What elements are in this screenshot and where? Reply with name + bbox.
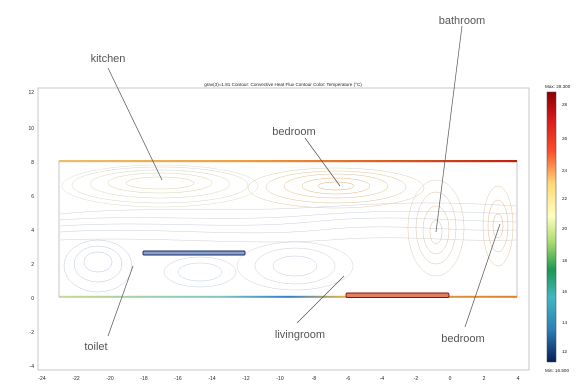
bathroom-leader — [435, 25, 463, 233]
bedroom-vortex — [317, 181, 355, 191]
label-livingroom: livingroom — [275, 329, 325, 341]
toilet-vortex — [73, 245, 123, 283]
x-tick: -24 — [38, 376, 45, 382]
plot-title: grav(3)=1.81 Contour: Convective Heat Fl… — [204, 82, 362, 87]
y-tick: -2 — [30, 330, 35, 336]
partition-lower — [345, 292, 450, 298]
x-tick: -16 — [174, 376, 181, 382]
x-tick: -18 — [140, 376, 147, 382]
bedroom-right-leader — [464, 223, 501, 328]
colorbar-tick: 28 — [562, 102, 568, 107]
bathroom-vortex — [422, 205, 450, 255]
x-tick: 0 — [449, 376, 452, 382]
bedroom-vortex — [301, 177, 371, 195]
colorbar-tick: 24 — [562, 168, 568, 173]
x-tick: -12 — [242, 376, 249, 382]
flow-line — [59, 202, 517, 215]
x-tick: -4 — [380, 376, 385, 382]
room-labels — [107, 25, 501, 337]
flow-line — [59, 210, 517, 221]
colorbar-tick: 26 — [562, 136, 568, 141]
kitchen-vortex — [71, 166, 249, 204]
streamlines — [59, 164, 517, 293]
top-wall — [59, 160, 517, 163]
kitchen-leader — [107, 67, 163, 181]
colorbar-min-label: Min: 16.500 — [545, 368, 569, 373]
x-tick: -14 — [208, 376, 215, 382]
bedroom-top-leader — [304, 137, 341, 187]
y-tick: -4 — [30, 364, 35, 370]
right-bedroom-vortex — [492, 213, 504, 239]
colorbar-tick: 22 — [562, 196, 568, 201]
x-axis: -24 -22 -20 -18 -16 -14 -12 -10 -8 -6 -4… — [38, 376, 519, 382]
x-tick: -10 — [276, 376, 283, 382]
colorbar: Max: 29.300 28 26 24 22 20 18 16 14 12 M… — [545, 84, 571, 373]
label-bedroom-right: bedroom — [441, 333, 484, 345]
bathroom-vortex — [415, 191, 457, 265]
colorbar-tick: 12 — [562, 349, 568, 354]
right-bedroom-vortex — [487, 199, 509, 253]
label-bedroom-top: bedroom — [272, 126, 315, 138]
toilet-vortex — [83, 251, 113, 273]
partition-upper — [142, 250, 246, 256]
kitchen-vortex — [125, 176, 195, 190]
y-tick: 2 — [31, 262, 34, 268]
bathroom-vortex — [429, 219, 443, 245]
colorbar-tick: 14 — [562, 320, 568, 325]
y-tick: 4 — [31, 228, 34, 234]
label-bathroom: bathroom — [439, 15, 485, 27]
x-tick: -20 — [106, 376, 113, 382]
bedroom-vortex — [265, 170, 407, 204]
lower-vortex — [177, 262, 223, 282]
x-tick: -6 — [346, 376, 351, 382]
y-tick: 8 — [31, 160, 34, 166]
toilet-leader — [107, 265, 134, 337]
room-domain — [58, 160, 518, 298]
lower-vortex — [236, 241, 354, 291]
colorbar-tick: 18 — [562, 258, 568, 263]
toilet-vortex — [63, 239, 133, 293]
kitchen-vortex — [107, 172, 213, 194]
y-tick: 0 — [31, 296, 34, 302]
colorbar-tick: 16 — [562, 289, 568, 294]
x-tick: 4 — [517, 376, 520, 382]
label-toilet: toilet — [84, 341, 107, 353]
y-axis: 12 10 8 6 4 2 0 -2 -4 — [28, 90, 34, 370]
x-tick: -2 — [414, 376, 419, 382]
flow-line — [59, 237, 517, 243]
bedroom-vortex — [283, 173, 389, 199]
bathroom-vortex — [407, 179, 465, 277]
flow-line — [59, 217, 517, 227]
x-tick: -22 — [72, 376, 79, 382]
livingroom-leader — [296, 275, 345, 324]
y-tick: 10 — [28, 126, 34, 132]
bottom-wall — [59, 295, 517, 298]
colorbar-max-label: Max: 29.300 — [545, 84, 571, 89]
y-tick: 6 — [31, 194, 34, 200]
colorbar-tick: 20 — [562, 226, 568, 231]
lower-vortex — [272, 255, 318, 277]
room-outline — [58, 160, 518, 298]
x-tick: 2 — [483, 376, 486, 382]
kitchen-vortex — [61, 164, 259, 208]
bedroom-vortex — [247, 167, 425, 209]
label-kitchen: kitchen — [91, 53, 126, 65]
lower-vortex — [254, 247, 336, 285]
x-tick: -8 — [312, 376, 317, 382]
kitchen-vortex — [89, 169, 231, 199]
right-bedroom-vortex — [482, 185, 514, 267]
y-tick: 12 — [28, 90, 34, 96]
lower-vortex — [163, 256, 237, 288]
colorbar-gradient — [546, 91, 557, 363]
